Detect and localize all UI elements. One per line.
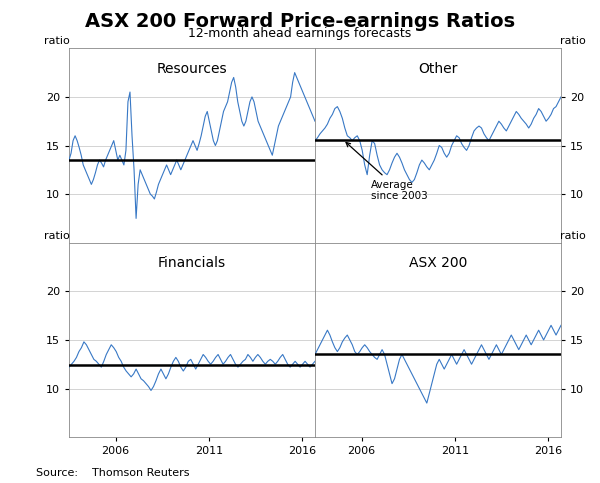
Text: Average
since 2003: Average since 2003	[346, 142, 428, 201]
Text: ratio: ratio	[44, 231, 70, 241]
Text: ratio: ratio	[560, 36, 586, 46]
Text: Source:    Thomson Reuters: Source: Thomson Reuters	[36, 468, 190, 478]
Text: ASX 200 Forward Price-earnings Ratios: ASX 200 Forward Price-earnings Ratios	[85, 12, 515, 31]
Text: Financials: Financials	[158, 256, 226, 270]
Text: ratio: ratio	[560, 231, 586, 241]
Text: Resources: Resources	[157, 62, 227, 76]
Text: ratio: ratio	[44, 36, 70, 46]
Text: 12-month ahead earnings forecasts: 12-month ahead earnings forecasts	[188, 27, 412, 40]
Text: Other: Other	[418, 62, 458, 76]
Text: ASX 200: ASX 200	[409, 256, 467, 270]
